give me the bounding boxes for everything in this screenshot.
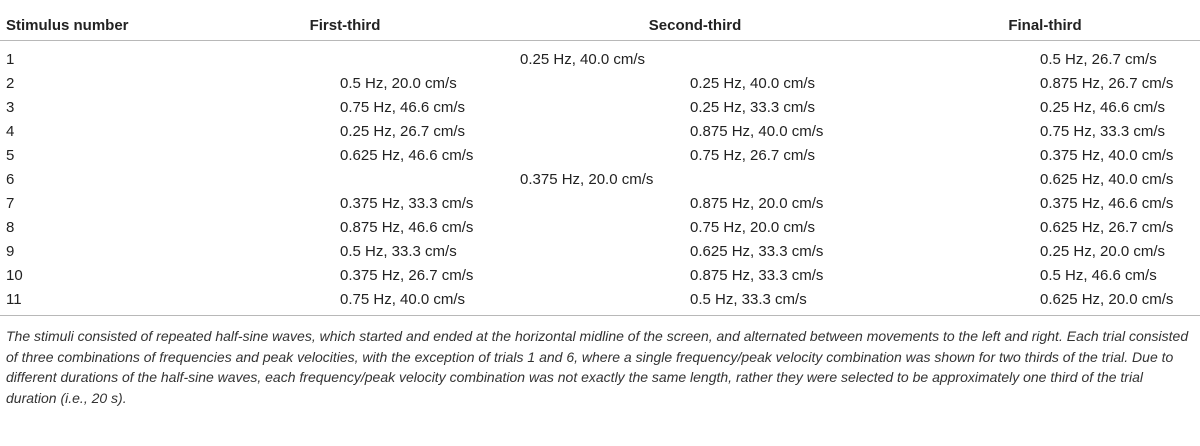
cell-final-third: 0.75 Hz, 33.3 cm/s [1040, 122, 1166, 140]
header-row: Stimulus number First-third Second-third… [0, 10, 1200, 41]
cell-second-third: 0.75 Hz, 20.0 cm/s [690, 218, 816, 236]
header-final-third: Final-third [890, 10, 1200, 41]
table-row: 7 0.375 Hz, 33.3 cm/s 0.875 Hz, 20.0 cm/… [0, 191, 1200, 215]
table-row: 2 0.5 Hz, 20.0 cm/s 0.25 Hz, 40.0 cm/s 0… [0, 71, 1200, 95]
cell-stimulus-number: 3 [6, 98, 15, 116]
cell-first-third: 0.5 Hz, 20.0 cm/s [340, 74, 457, 92]
cell-stimulus-number: 6 [6, 170, 15, 188]
header-second-third: Second-third [500, 10, 890, 41]
header-stimulus-number: Stimulus number [0, 10, 190, 41]
table-row: 3 0.75 Hz, 46.6 cm/s 0.25 Hz, 33.3 cm/s … [0, 95, 1200, 119]
table-row: 9 0.5 Hz, 33.3 cm/s 0.625 Hz, 33.3 cm/s … [0, 239, 1200, 263]
cell-stimulus-number: 10 [6, 266, 23, 284]
cell-second-third: 0.625 Hz, 33.3 cm/s [690, 242, 824, 260]
cell-stimulus-number: 8 [6, 218, 15, 236]
cell-final-third: 0.625 Hz, 20.0 cm/s [890, 287, 1200, 316]
cell-first-third: 0.875 Hz, 46.6 cm/s [340, 218, 474, 236]
table-row: 11 0.75 Hz, 40.0 cm/s 0.5 Hz, 33.3 cm/s … [0, 287, 1200, 316]
stimulus-table: Stimulus number First-third Second-third… [0, 10, 1200, 316]
cell-first-third: 0.75 Hz, 40.0 cm/s [190, 287, 500, 316]
cell-first-third: 0.5 Hz, 33.3 cm/s [340, 242, 457, 260]
table-header: Stimulus number First-third Second-third… [0, 10, 1200, 41]
cell-stimulus-number: 11 [0, 287, 190, 316]
cell-final-third: 0.25 Hz, 20.0 cm/s [1040, 242, 1166, 260]
cell-first-third: 0.625 Hz, 46.6 cm/s [340, 146, 474, 164]
table-body: 1 0.25 Hz, 40.0 cm/s 0.5 Hz, 26.7 cm/s 2… [0, 41, 1200, 316]
cell-stimulus-number: 1 [6, 50, 15, 68]
cell-final-third: 0.5 Hz, 26.7 cm/s [1040, 50, 1157, 68]
cell-final-third: 0.625 Hz, 26.7 cm/s [1040, 218, 1174, 236]
cell-first-third: 0.375 Hz, 26.7 cm/s [340, 266, 474, 284]
cell-stimulus-number: 4 [6, 122, 15, 140]
cell-stimulus-number: 9 [6, 242, 15, 260]
cell-stimulus-number: 5 [6, 146, 15, 164]
table-row: 6 0.375 Hz, 20.0 cm/s 0.625 Hz, 40.0 cm/… [0, 167, 1200, 191]
cell-stimulus-number: 7 [6, 194, 15, 212]
cell-final-third: 0.5 Hz, 46.6 cm/s [1040, 266, 1157, 284]
cell-final-third: 0.625 Hz, 40.0 cm/s [1040, 170, 1174, 188]
cell-final-third: 0.375 Hz, 46.6 cm/s [1040, 194, 1174, 212]
cell-final-third: 0.375 Hz, 40.0 cm/s [1040, 146, 1174, 164]
cell-second-third: 0.875 Hz, 33.3 cm/s [690, 266, 824, 284]
cell-second-third: 0.25 Hz, 33.3 cm/s [690, 98, 816, 116]
cell-first-third: 0.25 Hz, 26.7 cm/s [340, 122, 466, 140]
cell-final-third: 0.875 Hz, 26.7 cm/s [1040, 74, 1174, 92]
table-row: 8 0.875 Hz, 46.6 cm/s 0.75 Hz, 20.0 cm/s… [0, 215, 1200, 239]
table-footnote: The stimuli consisted of repeated half-s… [6, 328, 1189, 406]
cell-first-third: 0.75 Hz, 46.6 cm/s [340, 98, 466, 116]
cell-second-third: 0.25 Hz, 40.0 cm/s [690, 74, 816, 92]
header-first-third: First-third [190, 10, 500, 41]
cell-merged-first-second: 0.375 Hz, 20.0 cm/s [520, 170, 654, 188]
cell-stimulus-number: 2 [6, 74, 15, 92]
table-row: 1 0.25 Hz, 40.0 cm/s 0.5 Hz, 26.7 cm/s [0, 41, 1200, 72]
cell-second-third: 0.5 Hz, 33.3 cm/s [500, 287, 890, 316]
cell-final-third: 0.25 Hz, 46.6 cm/s [1040, 98, 1166, 116]
cell-first-third: 0.375 Hz, 33.3 cm/s [340, 194, 474, 212]
cell-second-third: 0.75 Hz, 26.7 cm/s [690, 146, 816, 164]
cell-second-third: 0.875 Hz, 40.0 cm/s [690, 122, 824, 140]
cell-merged-first-second: 0.25 Hz, 40.0 cm/s [520, 50, 646, 68]
table-row: 5 0.625 Hz, 46.6 cm/s 0.75 Hz, 26.7 cm/s… [0, 143, 1200, 167]
cell-second-third: 0.875 Hz, 20.0 cm/s [690, 194, 824, 212]
table-row: 10 0.375 Hz, 26.7 cm/s 0.875 Hz, 33.3 cm… [0, 263, 1200, 287]
table-row: 4 0.25 Hz, 26.7 cm/s 0.875 Hz, 40.0 cm/s… [0, 119, 1200, 143]
